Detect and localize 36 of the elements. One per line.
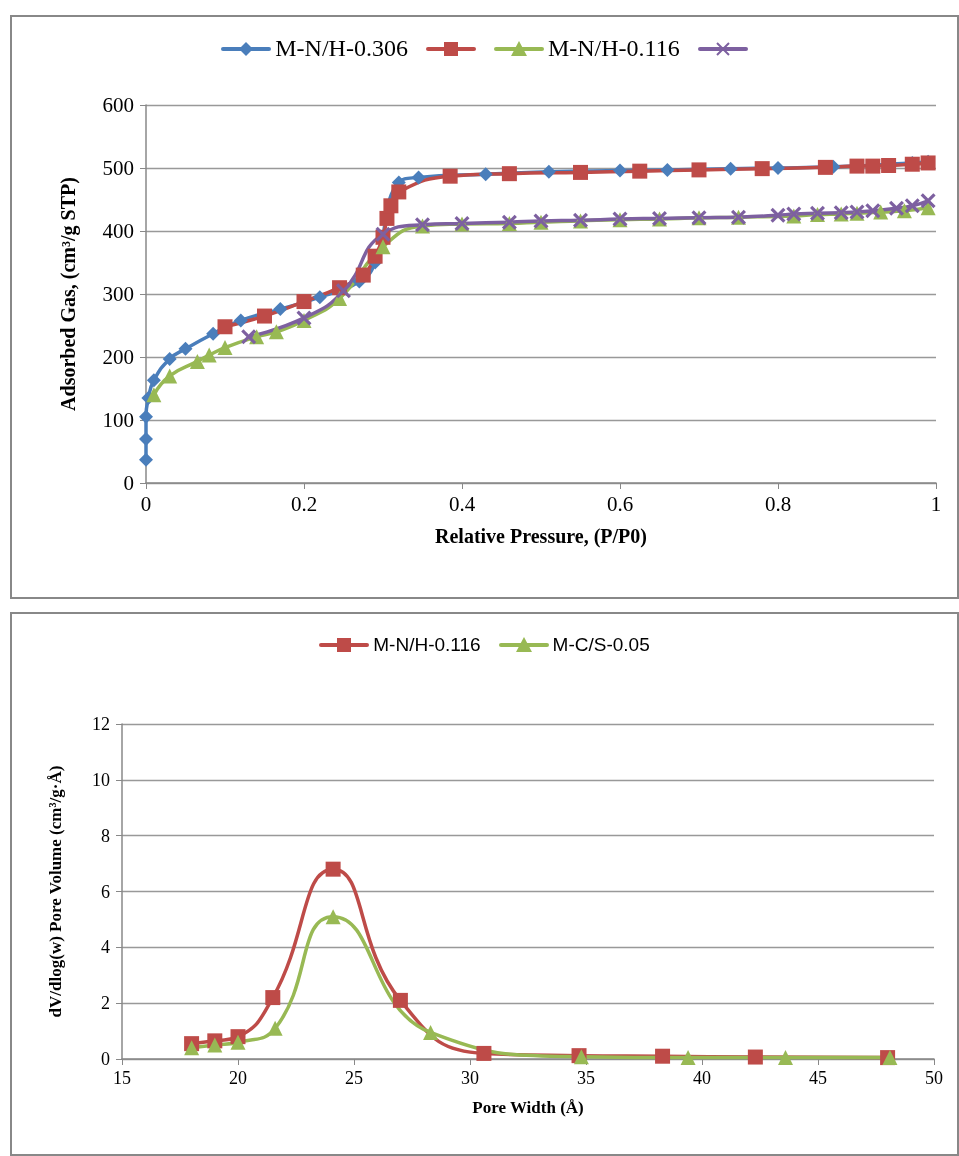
- x-tick-label: 50: [925, 1068, 943, 1088]
- y-tick-label: 300: [102, 282, 134, 306]
- y-axis-title: Adsorbed Gas, (cm³/g STP): [57, 177, 80, 411]
- y-tick-label: 2: [101, 993, 110, 1014]
- y-tick-label: 500: [102, 156, 134, 180]
- y-tick-label: 400: [102, 219, 134, 243]
- x-tick-label: 1: [930, 491, 942, 516]
- x-tick-label: 0.2: [290, 491, 318, 516]
- y-tick-label: 12: [92, 714, 110, 734]
- y-tick-label: 6: [101, 881, 110, 902]
- legend-label: M-N/H-0.116: [373, 634, 481, 656]
- x-axis-title: Relative Pressure, (P/P0): [435, 525, 647, 548]
- x-tick-label: 25: [345, 1068, 363, 1088]
- y-tick-label: 10: [92, 769, 110, 790]
- y-tick-label: 0: [101, 1049, 110, 1069]
- legend-label: M-N/H-0.306: [275, 35, 408, 62]
- legend-label: M-C/S-0.05: [552, 634, 650, 656]
- x-tick-label: 0: [140, 491, 152, 516]
- x-tick-label: 40: [693, 1068, 711, 1088]
- x-tick-label: 20: [229, 1068, 247, 1088]
- y-tick-label: 600: [102, 93, 134, 117]
- x-axis-title: Pore Width (Å): [472, 1098, 584, 1117]
- x-tick-label: 45: [809, 1068, 827, 1088]
- x-tick-label: 0.8: [764, 491, 792, 516]
- y-tick-label: 4: [101, 937, 110, 958]
- x-tick-label: 0.4: [448, 491, 476, 516]
- x-tick-label: 30: [461, 1068, 479, 1088]
- y-tick-label: 200: [102, 345, 134, 369]
- legend-label: M-N/H-0.116: [547, 35, 680, 62]
- y-axis-title: dV/dlog(w) Pore Volume (cm³/g·Å): [46, 765, 65, 1018]
- y-tick-label: 0: [123, 471, 134, 495]
- x-tick-label: 0.6: [606, 491, 634, 516]
- x-tick-label: 15: [113, 1068, 131, 1088]
- y-tick-label: 100: [102, 408, 134, 432]
- x-tick-label: 35: [577, 1068, 595, 1088]
- y-tick-label: 8: [101, 825, 110, 846]
